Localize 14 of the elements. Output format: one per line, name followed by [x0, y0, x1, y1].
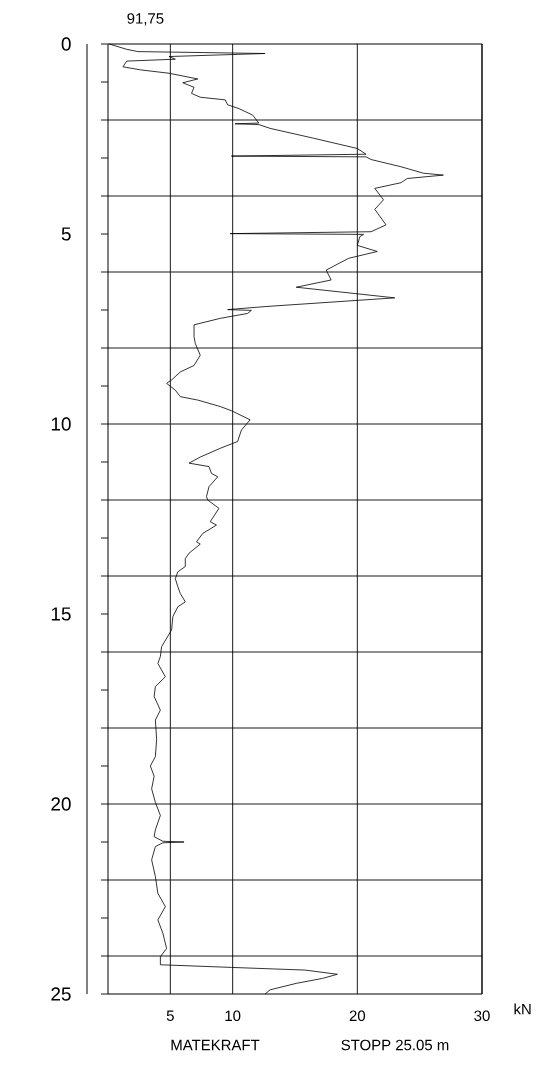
- chart-title: 91,75: [127, 13, 164, 26]
- x-tick-label: 30: [474, 1010, 490, 1022]
- text: MATEKRAFT: [171, 1039, 260, 1051]
- text: STOPP 25.05 m: [341, 1039, 449, 1051]
- y-tick-label: 25: [51, 987, 71, 1001]
- y-tick-label: 10: [51, 417, 71, 431]
- y-tick-label: 15: [51, 607, 71, 621]
- x-tick-label: 20: [349, 1010, 366, 1022]
- x-axis-title: kN: [514, 1003, 531, 1015]
- x-tick-label: 10: [225, 1010, 241, 1022]
- x-tick-label: 5: [166, 1010, 174, 1021]
- y-tick-label: 20: [51, 797, 71, 811]
- y-tick-label: 5: [61, 227, 71, 241]
- y-tick-label: 0: [61, 37, 71, 51]
